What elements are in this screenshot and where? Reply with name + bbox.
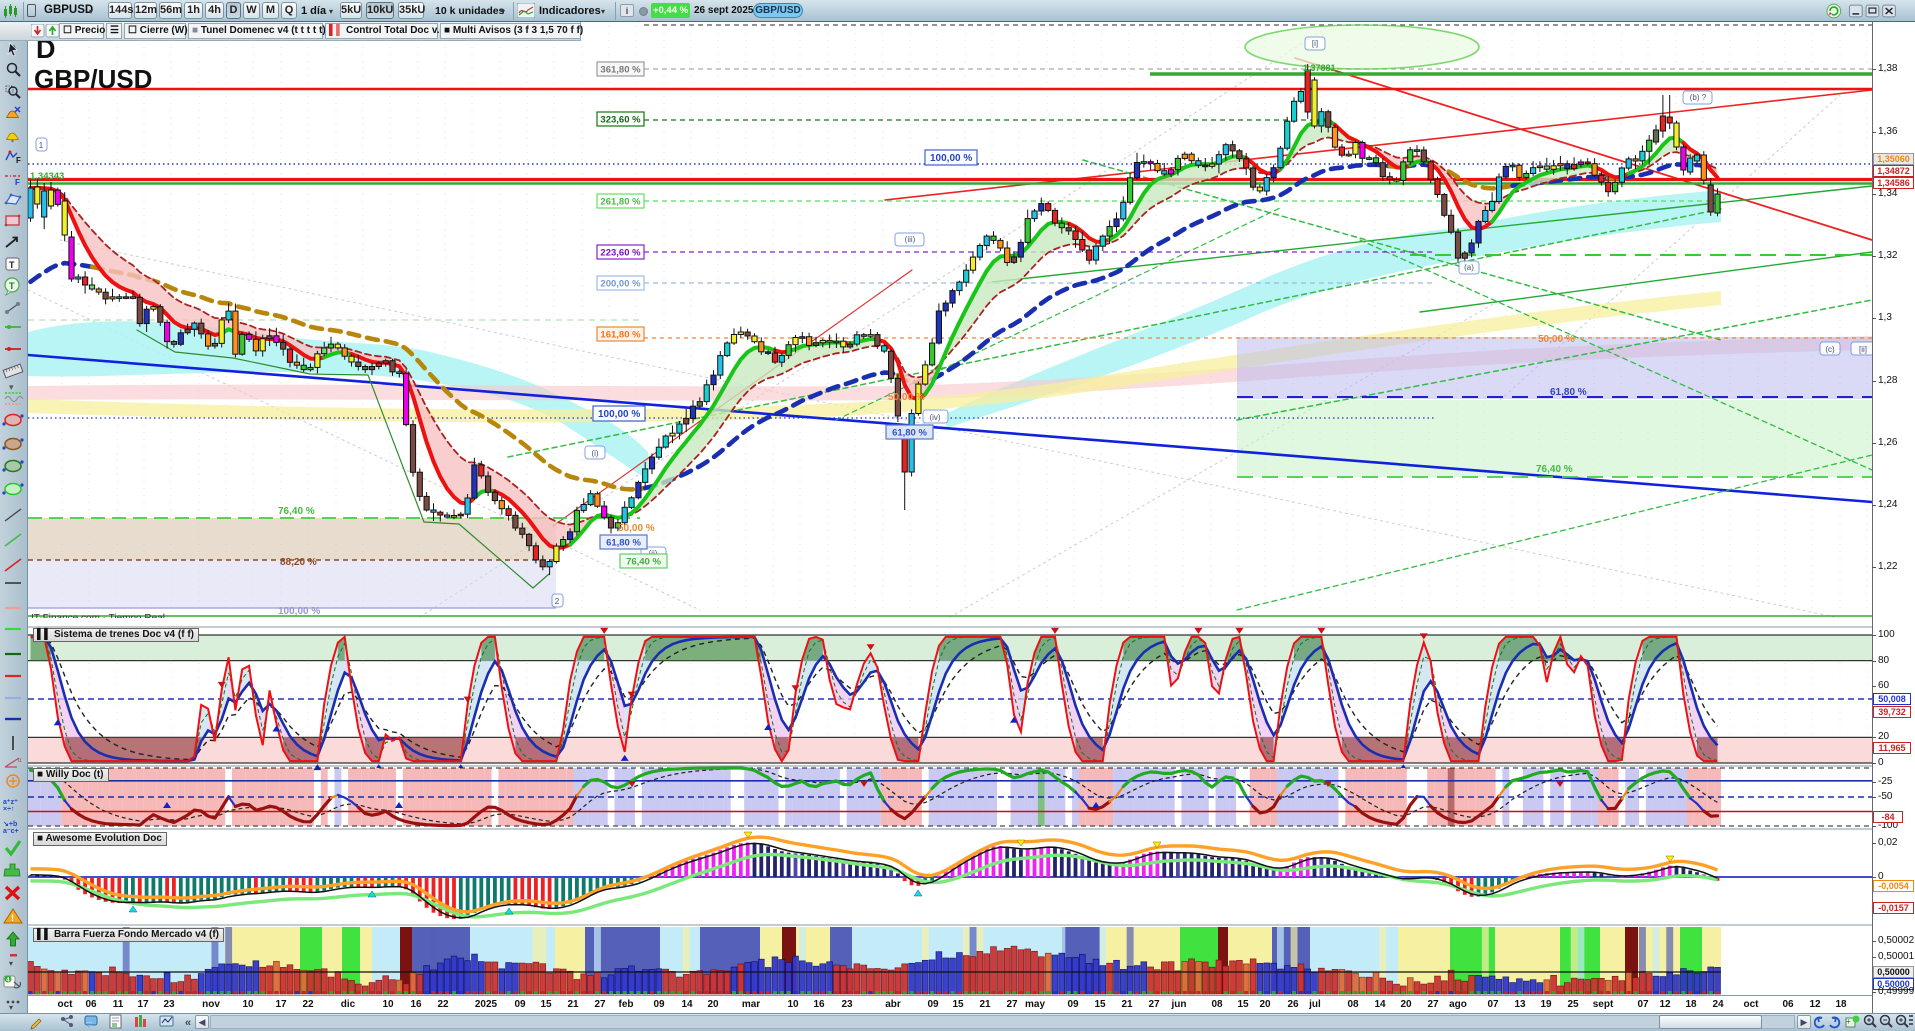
svg-text:+: + [1846,1017,1851,1026]
svg-text:[ii]: [ii] [1859,345,1867,354]
svg-text:a⁺z⁺: a⁺z⁺ [3,799,18,806]
svg-text:▾: ▾ [9,959,13,968]
svg-text:F: F [15,178,20,187]
svg-text:100,00 %: 100,00 % [278,606,320,617]
svg-text:61,80 %: 61,80 % [606,538,641,549]
svg-text:(iii): (iii) [905,235,916,244]
svg-text:1,34343: 1,34343 [30,171,64,182]
svg-text:76,40 %: 76,40 % [278,506,315,517]
svg-text:↘+b: ↘+b [3,821,17,828]
svg-text:×÷↑: ×÷↑ [3,806,14,813]
svg-text:100,00 %: 100,00 % [930,153,972,164]
svg-text:76,40 %: 76,40 % [626,557,661,568]
svg-text:61,80 %: 61,80 % [1550,387,1587,398]
svg-text:1: 1 [39,141,44,150]
svg-text:▾: ▾ [9,382,14,392]
svg-text:T: T [9,260,15,270]
svg-text:(b) ?: (b) ? [1690,93,1707,102]
svg-text:61,80 %: 61,80 % [892,428,927,439]
svg-text:88,20 %: 88,20 % [280,557,317,568]
svg-text:4: 4 [6,978,10,984]
svg-text:IT-Finance.com - Tiempo Real: IT-Finance.com - Tiempo Real [31,613,165,624]
svg-text:GBP/USD: GBP/USD [34,64,152,94]
svg-text:T: T [9,281,15,291]
svg-text:323,60 %: 323,60 % [600,115,641,126]
svg-text:!: ! [11,913,14,923]
svg-text:161,80 %: 161,80 % [600,330,641,341]
svg-text:[i]: [i] [1312,39,1318,48]
svg-text:F: F [16,156,21,165]
svg-text:(c): (c) [1825,345,1835,354]
svg-text:a⁻c+: a⁻c+ [3,828,19,835]
svg-text:(iv): (iv) [929,413,940,422]
svg-text:50,00 %: 50,00 % [618,523,655,534]
svg-text:76,40 %: 76,40 % [1536,464,1573,475]
svg-text:361,80 %: 361,80 % [600,65,641,76]
svg-text:50,00 %: 50,00 % [1538,334,1575,345]
svg-text:D: D [36,34,56,64]
svg-text:223,60 %: 223,60 % [600,248,641,259]
svg-text:200,00 %: 200,00 % [600,279,641,290]
svg-text:▾: ▾ [9,1003,13,1012]
svg-text:1,37881: 1,37881 [1303,63,1336,73]
svg-text:α: α [18,758,22,764]
svg-text:(a): (a) [1464,263,1474,272]
svg-text:261,80 %: 261,80 % [600,197,641,208]
svg-text:50,00 %: 50,00 % [888,392,925,403]
svg-text:100,00 %: 100,00 % [598,409,640,420]
svg-text:(i): (i) [591,449,598,458]
svg-text:«: « [185,1017,191,1029]
svg-text:...: ... [87,1019,92,1025]
svg-text:2: 2 [555,597,560,606]
